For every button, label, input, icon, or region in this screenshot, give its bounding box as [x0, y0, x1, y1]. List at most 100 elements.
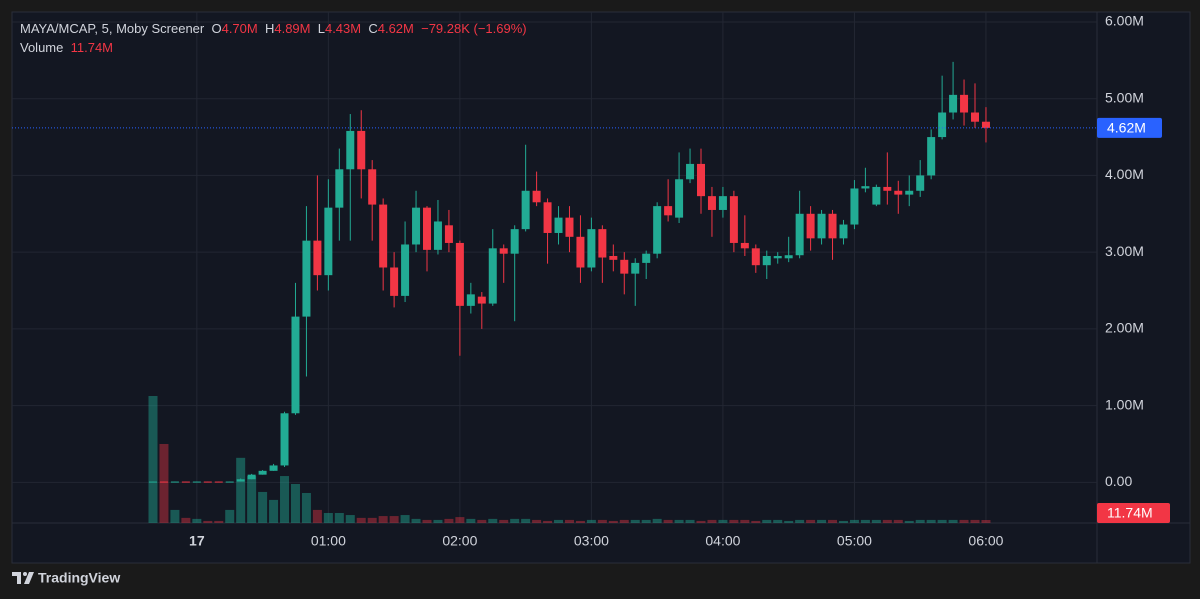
high-value: 4.89M — [274, 21, 311, 36]
volume-bar — [959, 519, 969, 523]
candle-body — [510, 229, 519, 254]
volume-bar — [192, 518, 202, 523]
y-tick-label: 1.00M — [1105, 396, 1144, 412]
x-tick-label: 03:00 — [574, 533, 609, 549]
volume-bar — [751, 520, 761, 523]
volume-bar — [564, 519, 574, 523]
y-tick-label: 3.00M — [1105, 243, 1144, 259]
volume-bar — [806, 519, 816, 523]
x-tick-label: 04:00 — [705, 533, 740, 549]
candle-body — [346, 130, 355, 170]
volume-bar — [893, 519, 903, 523]
candle-body — [697, 163, 705, 197]
candle-body — [324, 207, 333, 276]
candle-body — [203, 481, 212, 483]
candle-body — [784, 255, 793, 259]
candle-body — [981, 121, 990, 128]
candle-body — [905, 190, 914, 195]
candle-body — [247, 474, 256, 480]
volume-bar — [411, 518, 421, 523]
candle-body — [532, 190, 541, 203]
candle-body — [773, 255, 782, 259]
volume-bar — [543, 520, 553, 523]
volume-bar — [477, 519, 487, 523]
volume-bar — [871, 519, 881, 523]
candle-body — [751, 248, 760, 266]
volume-bar — [860, 519, 870, 523]
candle-body — [828, 213, 837, 239]
y-tick-label: 5.00M — [1105, 89, 1144, 105]
candle-body — [159, 481, 168, 483]
volume-bar — [280, 476, 290, 523]
volume-bar — [455, 517, 465, 523]
volume-bar — [970, 519, 980, 523]
volume-bar — [159, 443, 169, 523]
volume-bar — [762, 519, 772, 523]
candle-body — [894, 190, 903, 195]
volume-bar — [784, 520, 794, 523]
volume-bar — [510, 518, 520, 523]
volume-label: Volume — [20, 40, 64, 55]
candle-body — [488, 248, 497, 304]
volume-bar — [575, 520, 585, 523]
volume-bar — [269, 499, 279, 523]
candle-body — [675, 179, 684, 218]
last-volume-badge — [1097, 503, 1170, 523]
candle-body — [971, 112, 979, 122]
candle-body — [795, 213, 804, 256]
volume-bar — [312, 509, 322, 523]
volume-bar — [258, 491, 268, 523]
volume-bar — [718, 519, 728, 523]
candle-body — [740, 242, 749, 249]
candle-body — [335, 169, 344, 208]
last-price-label: 4.62M — [1107, 120, 1146, 136]
candle-body — [960, 94, 969, 113]
close-value: 4.62M — [377, 21, 414, 36]
volume-bar — [882, 519, 892, 523]
volume-bar — [608, 520, 618, 523]
last-volume-label: 11.74M — [1107, 505, 1153, 521]
volume-bar — [904, 520, 914, 523]
candle-body — [806, 213, 815, 239]
candle-body — [664, 206, 673, 216]
volume-bar — [290, 484, 300, 523]
candle-body — [423, 207, 431, 250]
candle-body — [642, 253, 651, 263]
volume-bar — [707, 519, 717, 523]
volume-bar — [597, 519, 607, 523]
candle-body — [861, 186, 870, 189]
volume-bar — [214, 520, 224, 523]
candle-body — [729, 196, 738, 243]
candle-body — [762, 255, 771, 266]
volume-bar — [915, 519, 925, 523]
volume-bar — [674, 519, 684, 523]
volume-bar — [652, 518, 662, 523]
candle-body — [181, 481, 190, 483]
candle-body — [576, 236, 585, 268]
symbol: MAYA/MCAP, 5, Moby Screener — [20, 21, 205, 36]
volume-bar — [926, 519, 936, 523]
tv-logo — [12, 572, 34, 584]
candle-body — [916, 175, 925, 191]
volume-bar — [247, 476, 257, 523]
volume-bar — [225, 509, 235, 523]
volume-bar — [378, 516, 388, 523]
candle-body — [225, 481, 234, 483]
volume-bar — [773, 519, 783, 523]
candle-body — [883, 186, 892, 191]
volume-bar — [499, 519, 509, 523]
candle-body — [401, 244, 410, 296]
candle-body — [718, 196, 727, 210]
candle-body — [620, 259, 629, 274]
volume-bar — [422, 519, 432, 523]
x-tick-label: 05:00 — [837, 533, 872, 549]
candle-body — [269, 465, 278, 471]
x-tick-label: 17 — [189, 533, 205, 549]
candle-body — [707, 196, 716, 210]
candle-body — [477, 296, 486, 304]
candle-body — [686, 163, 695, 180]
candle-body — [631, 262, 640, 274]
volume-bar — [685, 519, 695, 523]
candle-body — [938, 112, 947, 138]
